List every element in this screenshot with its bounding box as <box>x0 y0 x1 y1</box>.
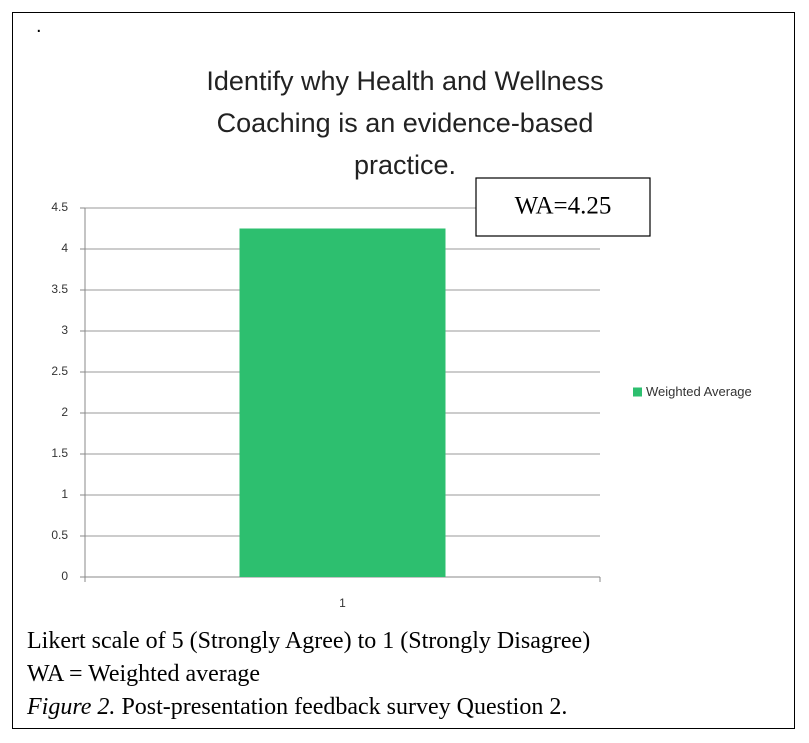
chart-title: practice. <box>354 150 456 180</box>
annotation-box <box>475 177 651 237</box>
y-tick-label: 1.5 <box>51 446 68 460</box>
y-tick-label: 4.5 <box>51 200 68 214</box>
legend-label: Weighted Average <box>646 384 752 399</box>
y-tick-label: 3.5 <box>51 282 68 296</box>
legend-swatch <box>633 387 642 397</box>
y-tick-label: 1 <box>61 487 68 501</box>
chart-title: Coaching is an evidence-based <box>217 108 594 138</box>
page-mark: . <box>36 15 42 37</box>
note: Likert scale of 5 (Strongly Agree) to 1 … <box>27 628 591 654</box>
y-tick-label: 0 <box>61 569 68 583</box>
bar <box>239 228 446 577</box>
y-tick-label: 2 <box>61 405 68 419</box>
y-tick-label: 4 <box>61 241 68 255</box>
figure-caption-text: Post-presentation feedback survey Questi… <box>121 694 568 720</box>
figure-label: Figure 2. <box>27 694 116 720</box>
annotation: WA=4.25 <box>515 193 612 220</box>
figure-caption: Figure 2. Post-presentation feedback surv… <box>27 694 567 721</box>
figure-frame <box>12 12 795 729</box>
y-tick-label: 0.5 <box>51 528 68 542</box>
y-tick-label: 2.5 <box>51 364 68 378</box>
x-tick-label: 1 <box>339 596 346 610</box>
chart-title: Identify why Health and Wellness <box>206 66 603 96</box>
y-tick-label: 3 <box>61 323 68 337</box>
note: WA = Weighted average <box>27 661 261 687</box>
